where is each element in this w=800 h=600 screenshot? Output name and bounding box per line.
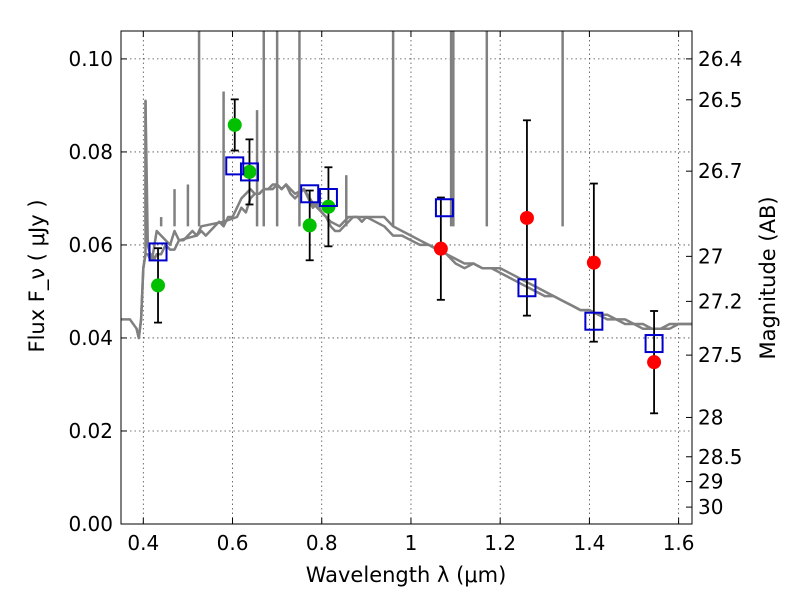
- x-tick-label: 1.4: [573, 531, 605, 555]
- right-axis-tick-label: 29: [698, 470, 723, 494]
- x-tick-label: 1.2: [484, 531, 516, 555]
- y-tick-label: 0.06: [68, 233, 113, 257]
- y-tick-label: 0.04: [68, 326, 113, 350]
- x-tick-label: 0.4: [127, 531, 159, 555]
- red-data-point: [519, 210, 534, 225]
- model-square-marker: [225, 156, 245, 176]
- right-axis-tick-label: 28.5: [698, 445, 743, 469]
- model-square-marker: [644, 334, 664, 354]
- y-axis-label: Flux F_ν ( μJy ): [25, 199, 50, 352]
- green-data-point: [242, 164, 257, 179]
- y-tick-label: 0.02: [68, 419, 113, 443]
- right-axis-tick-label: 26.4: [698, 47, 743, 71]
- tick-labels: 0.4 0.6 0.8 1 1.2 1.4 1.6 0.00 0.02 0.04 0.06 0.08 0…: [68, 47, 742, 555]
- red-data-point: [647, 355, 662, 370]
- red-data-point: [433, 241, 448, 256]
- right-axis-label: Magnitude (AB): [756, 196, 780, 359]
- model-square-marker: [148, 242, 168, 262]
- right-axis-tick-label: 27.5: [698, 343, 743, 367]
- y-tick-label: 0.10: [68, 47, 113, 71]
- model-square-marker: [318, 188, 338, 208]
- axes-frame: [120, 30, 693, 525]
- green-data-point: [227, 117, 242, 132]
- right-axis-tick-label: 28: [698, 405, 723, 429]
- tick-marks: [121, 31, 692, 525]
- red-data-point: [586, 255, 601, 270]
- x-tick-label: 0.8: [306, 531, 338, 555]
- green-data-point: [151, 278, 166, 293]
- plot-area: [121, 31, 692, 415]
- right-axis-tick-label: 26.5: [698, 88, 743, 112]
- model-square-marker: [517, 278, 537, 298]
- model-square-marker: [434, 198, 454, 218]
- model-spectrum-line: [135, 99, 692, 340]
- right-axis-tick-label: 27.2: [698, 289, 743, 313]
- x-tick-label: 1: [405, 531, 418, 555]
- y-tick-label: 0.08: [68, 140, 113, 164]
- x-tick-label: 0.6: [217, 531, 249, 555]
- model-square-marker: [239, 162, 259, 182]
- model-square-marker: [584, 311, 604, 331]
- green-data-point: [302, 218, 317, 233]
- right-axis-tick-label: 27: [698, 244, 723, 268]
- x-tick-label: 1.6: [663, 531, 695, 555]
- right-axis-tick-label: 26.7: [698, 159, 743, 183]
- y-tick-label: 0.00: [68, 512, 113, 536]
- right-axis-tick-label: 30: [698, 495, 723, 519]
- x-axis-label: Wavelength λ (μm): [306, 563, 507, 587]
- grid: [121, 31, 692, 525]
- model-square-marker: [300, 184, 320, 204]
